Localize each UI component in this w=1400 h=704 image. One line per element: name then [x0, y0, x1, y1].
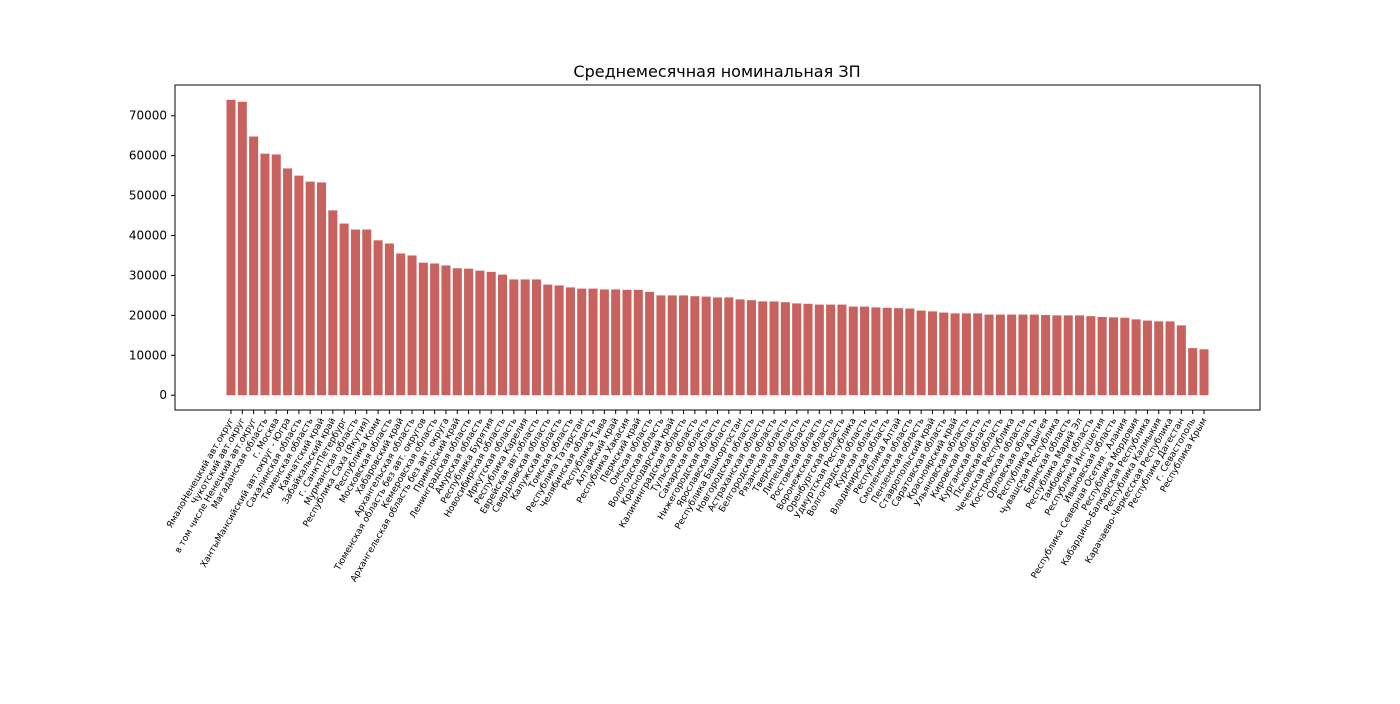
bar — [803, 303, 813, 396]
bar — [735, 299, 745, 396]
bar — [1142, 320, 1152, 396]
bar — [475, 270, 485, 396]
bar — [667, 295, 677, 396]
bar — [916, 310, 926, 396]
bar — [249, 136, 259, 396]
bar — [1154, 321, 1164, 396]
bar — [418, 262, 428, 396]
bar — [746, 300, 756, 396]
bar — [305, 181, 315, 396]
bar — [407, 255, 417, 396]
bar — [622, 289, 632, 396]
bar — [826, 304, 836, 396]
bar — [871, 307, 881, 396]
bar — [950, 313, 960, 396]
bar — [1199, 349, 1209, 396]
y-tick-label: 60000 — [129, 149, 167, 163]
bar — [645, 291, 655, 396]
bar — [927, 311, 937, 396]
bar — [1120, 317, 1130, 396]
bar — [294, 175, 304, 396]
bar — [498, 274, 508, 396]
bar — [339, 223, 349, 396]
bar — [588, 288, 598, 396]
bar — [792, 303, 802, 396]
y-tick-label: 20000 — [129, 308, 167, 322]
bar — [554, 285, 564, 396]
bar — [848, 306, 858, 396]
bar — [237, 101, 247, 396]
bar — [1188, 348, 1198, 396]
y-tick-label: 70000 — [129, 109, 167, 123]
bar — [1063, 315, 1073, 396]
bar — [893, 308, 904, 396]
bar — [362, 229, 372, 396]
bar — [1075, 315, 1085, 396]
bar — [283, 168, 293, 396]
bar — [690, 296, 700, 396]
bar — [611, 289, 621, 396]
bar — [1041, 314, 1051, 396]
bar — [599, 289, 609, 396]
bar — [1018, 314, 1028, 396]
bar — [441, 265, 451, 396]
bar — [984, 314, 994, 396]
bar — [633, 289, 643, 396]
bar — [724, 297, 734, 396]
bar — [565, 287, 575, 396]
bar — [1086, 316, 1096, 396]
bar — [973, 313, 983, 396]
bar — [260, 153, 270, 396]
bar — [531, 279, 542, 396]
bar — [1108, 317, 1119, 396]
bar — [1097, 316, 1107, 396]
bar — [1029, 314, 1039, 396]
bar — [328, 210, 338, 396]
bar — [758, 301, 768, 396]
bar — [701, 296, 711, 396]
bar — [814, 304, 824, 396]
y-tick-label: 50000 — [129, 189, 167, 203]
y-tick-label: 30000 — [129, 268, 167, 282]
chart-title: Среднемесячная номинальная ЗП — [573, 62, 860, 81]
bar — [384, 243, 394, 396]
bar — [543, 284, 553, 396]
y-tick-label: 0 — [159, 388, 167, 402]
bar — [679, 295, 689, 396]
bar — [464, 268, 474, 396]
bar — [350, 229, 360, 396]
bar — [995, 314, 1005, 396]
bar — [1052, 315, 1062, 396]
bar — [769, 301, 779, 396]
bar — [316, 182, 327, 396]
bar — [1165, 321, 1175, 396]
bar — [837, 304, 847, 396]
bar — [373, 240, 383, 396]
bar — [1007, 314, 1017, 396]
bar — [860, 306, 870, 396]
bar — [780, 302, 790, 396]
bar — [1131, 319, 1141, 396]
bar — [712, 297, 723, 396]
bar — [939, 312, 949, 396]
bar — [396, 253, 406, 396]
bar — [430, 263, 440, 396]
bar — [509, 279, 519, 396]
bar — [486, 271, 496, 396]
bar — [226, 99, 236, 396]
y-tick-label: 10000 — [129, 348, 167, 362]
y-tick-label: 40000 — [129, 229, 167, 243]
bar — [882, 307, 892, 396]
bar — [452, 268, 462, 396]
bar — [271, 154, 281, 396]
bar — [905, 308, 915, 396]
bar — [961, 313, 971, 396]
bar — [656, 295, 666, 396]
bar — [1176, 325, 1186, 396]
bar — [520, 279, 530, 396]
bar — [577, 288, 587, 396]
